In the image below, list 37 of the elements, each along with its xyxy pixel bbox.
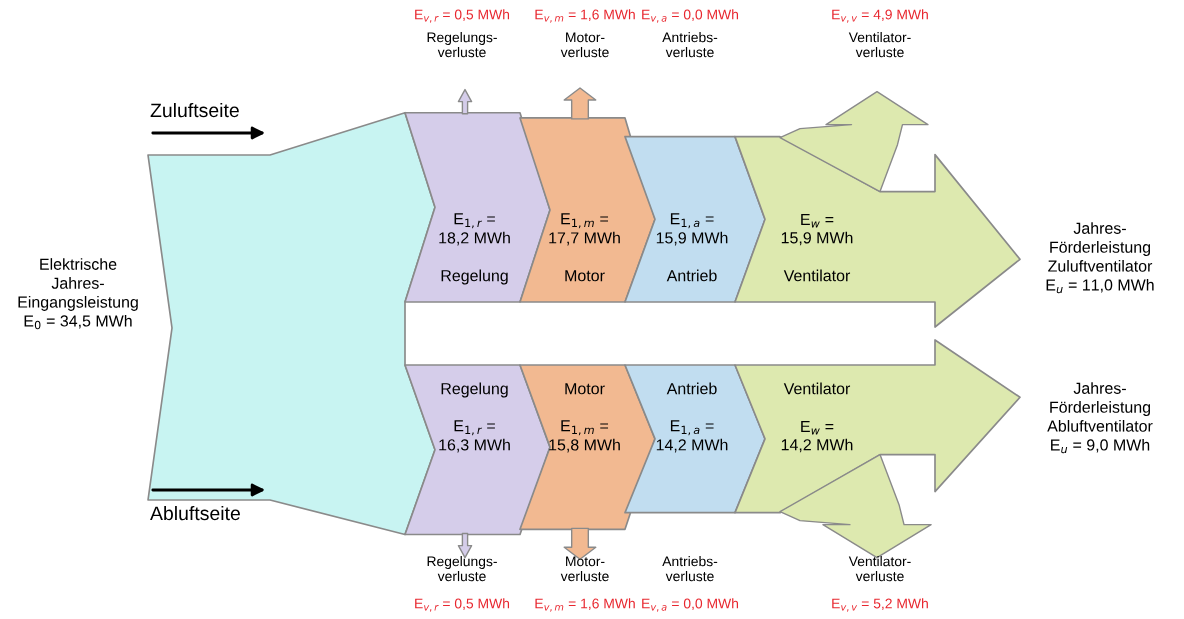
data-label: E$_{1,a}$ = 15,9 MWh (656, 213, 728, 246)
category-label: Ventilator (783, 382, 851, 395)
data-label: E$_{w}$ = 15,9 MWh (781, 213, 853, 246)
data-label: E$_{1,a}$ = 14,2 MWh (656, 420, 728, 453)
text: Elektrische Jahres- Eingangsleistung E$_{0}$ = 34,5 MWh (18, 258, 138, 330)
category-label: Antrieb (666, 382, 717, 395)
data-label: E$_{1,m}$ = 17,7 MWh (549, 213, 620, 246)
category-label: Motor (565, 270, 605, 282)
text: Regelungs- verluste (427, 556, 497, 582)
text: Jahres- Förderleistung Zuluftventilator E$_{u}$ = 11,0 MWh (1046, 222, 1154, 294)
text: Motor- verluste (560, 32, 609, 58)
data-label: E$_{v,m}$ = 1,6 MWh (535, 9, 635, 23)
category-label: Motor (565, 383, 605, 395)
text: Ventilator- verluste (848, 556, 911, 582)
data-label: E$_{1,r}$ = 16,3 MWh (439, 420, 510, 453)
data-label: E$_{w}$ = 14,2 MWh (781, 420, 853, 453)
text: Regelungs- verluste (427, 32, 497, 58)
text: Antriebs- verluste (662, 556, 718, 582)
category-label: Antrieb (666, 269, 717, 282)
data-label: E$_{v,m}$ = 1,6 MWh (535, 598, 635, 612)
text: Zuluftseite (150, 102, 239, 118)
data-label: E$_{1,m}$ = 15,8 MWh (549, 420, 620, 453)
category-label: Regelung (441, 269, 508, 285)
data-label: E$_{v,a}$ = 0,0 MWh (642, 598, 739, 612)
text: Antriebs- verluste (662, 32, 718, 58)
data-label: E$_{v,r}$ = 0,5 MWh (415, 9, 510, 23)
data-label: E$_{v,a}$ = 0,0 MWh (642, 9, 739, 23)
data-label: E$_{v,v}$ = 5,2 MWh (832, 598, 928, 612)
text: Jahres- Förderleistung Abluftventilator E$_{u}$ = 9,0 MWh (1047, 382, 1153, 454)
data-label: E$_{v,r}$ = 0,5 MWh (415, 598, 510, 612)
category-label: Regelung (441, 382, 508, 398)
text: Motor- verluste (560, 556, 609, 582)
text: Abluftseite (150, 505, 240, 521)
data-label: E$_{v,v}$ = 4,9 MWh (832, 9, 928, 23)
category-label: Ventilator (783, 269, 851, 282)
data-label: E$_{1,r}$ = 18,2 MWh (439, 213, 510, 246)
text: Ventilator- verluste (848, 32, 911, 58)
